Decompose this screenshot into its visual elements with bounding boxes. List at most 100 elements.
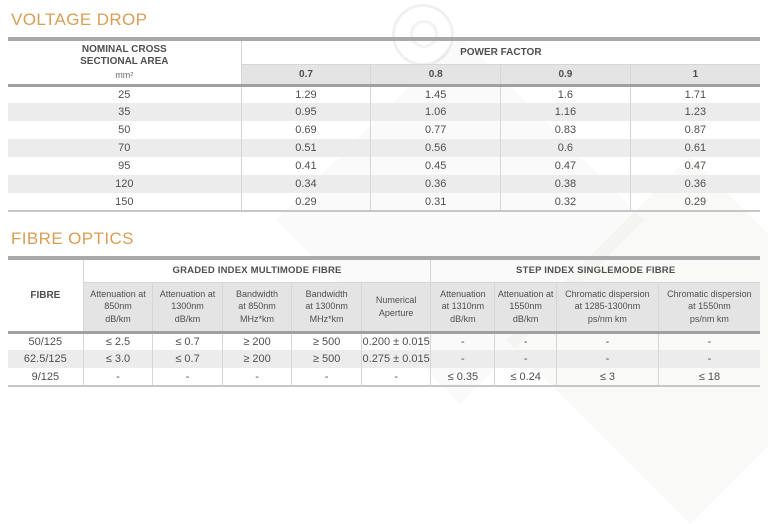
sub-header-line: dB/km: [105, 313, 131, 324]
table-row: 120 0.34 0.36 0.38 0.36: [8, 175, 760, 193]
sub-header-line: Attenuation at: [159, 288, 216, 299]
table-row: 9/125 - - - - - ≤ 0.35 ≤ 0.24 ≤ 3 ≤ 18: [8, 368, 760, 386]
sub-header-line: 850nm: [104, 301, 132, 312]
area-value: 95: [118, 160, 131, 172]
sub-header-line: dB/km: [174, 313, 201, 324]
sub-header-line: Attenuation at: [90, 288, 146, 299]
sub-header-line: Bandwidth: [305, 288, 348, 299]
sub-header-line: Attenuation: [440, 288, 486, 299]
voltage-value: 0.69: [240, 121, 371, 139]
sub-column-header: Bandwidth at 1300nm MHz*km: [291, 282, 362, 332]
fibre-value: -: [555, 350, 659, 368]
table-row: 25 1.29 1.45 1.6 1.71: [8, 83, 760, 103]
fibre-value: ≥ 500: [291, 350, 362, 368]
voltage-value: 0.36: [629, 175, 760, 193]
sub-header-line: Chromatic dispersion: [667, 288, 752, 299]
power-factor-group-header: POWER FACTOR: [240, 39, 760, 65]
sub-column-header: Numerical Aperture: [360, 282, 431, 332]
table-row: 35 0.95 1.06 1.16 1.23: [8, 103, 760, 121]
voltage-value: 1.45: [370, 83, 501, 103]
fibre-header-row-2: Attenuation at 850nm dB/km Attenuation a…: [8, 282, 760, 332]
voltage-value: 1.29: [240, 83, 371, 103]
voltage-value: 0.83: [500, 121, 631, 139]
sub-header-line: dB/km: [512, 313, 539, 324]
area-value: 120: [8, 175, 242, 193]
sub-header-line: at 850nm: [238, 301, 276, 312]
voltage-value: 0.34: [240, 175, 371, 193]
fibre-value: -: [430, 350, 495, 368]
voltage-value: 0.77: [370, 121, 501, 139]
sub-header-line: Numerical: [375, 294, 417, 305]
voltage-value: 0.95: [240, 103, 371, 121]
voltage-drop-table: NOMINAL CROSS SECTIONAL AREA mm² POWER F…: [8, 37, 760, 212]
voltage-value: 0.36: [370, 175, 501, 193]
fibre-type: 62.5/125: [8, 350, 84, 368]
voltage-value: 0.51: [240, 139, 371, 157]
area-column-header: NOMINAL CROSS SECTIONAL AREA mm²: [8, 39, 241, 85]
voltage-value: 0.6: [500, 139, 631, 157]
sub-header-line: at 1550nm: [688, 301, 731, 312]
sub-header-line: Chromatic dispersion: [565, 288, 650, 299]
voltage-value: 0.31: [370, 193, 501, 211]
voltage-value: 0.29: [629, 193, 760, 211]
table-row: 62.5/125 ≤ 3.0 ≤ 0.7 ≥ 200 ≥ 500 0.275 ±…: [8, 350, 760, 368]
fibre-optics-title: FIBRE OPTICS: [11, 229, 134, 248]
sub-header-line: Aperture: [378, 307, 414, 318]
area-header-line2: SECTIONAL AREA: [80, 56, 169, 68]
fibre-value: -: [82, 368, 153, 386]
fibre-value: -: [555, 330, 659, 350]
area-value: 50: [118, 124, 131, 136]
pf-column-header: 0.8: [370, 64, 501, 85]
singlemode-group-header: STEP INDEX SINGLEMODE FIBRE: [430, 258, 760, 283]
fibre-value: ≥ 200: [221, 330, 292, 350]
area-value: 70: [8, 139, 242, 157]
table-row: 50 0.69 0.77 0.83 0.87: [8, 121, 760, 139]
voltage-value: 0.47: [629, 157, 760, 175]
sub-header-line: Attenuation at: [497, 288, 554, 299]
sub-header-line: MHz*km: [240, 313, 275, 324]
voltage-value: 0.47: [500, 157, 631, 175]
voltage-header-row-2: 0.7 0.8 0.9 1: [8, 64, 760, 85]
fibre-value: 0.275 ± 0.015: [360, 350, 431, 368]
fibre-header-row-1: FIBRE GRADED INDEX MULTIMODE FIBRE STEP …: [8, 258, 760, 301]
sub-column-header: Attenuation at 1550nm dB/km: [494, 282, 557, 332]
voltage-value: 0.45: [370, 157, 501, 175]
area-value: 35: [8, 103, 242, 121]
sub-header-line: 1300nm: [171, 301, 204, 312]
fibre-value: ≤ 3: [555, 368, 659, 386]
fibre-type: 9/125: [31, 370, 60, 383]
sub-header-line: ps/nm km: [689, 313, 729, 324]
pf-column-header: 0.7: [240, 64, 371, 85]
voltage-value: 0.38: [500, 175, 631, 193]
table-row: 150 0.29 0.31 0.32 0.29: [8, 193, 760, 211]
fibre-value: -: [494, 330, 557, 350]
fibre-value: ≤ 0.7: [152, 350, 223, 368]
area-value: 150: [115, 195, 134, 208]
fibre-value: ≥ 500: [291, 330, 362, 350]
voltage-value: 0.32: [500, 193, 631, 211]
sub-column-header: Chromatic dispersion at 1550nm ps/nm km: [657, 282, 760, 332]
sub-header-line: at 1310nm: [441, 301, 485, 312]
fibre-value: -: [152, 368, 223, 386]
fibre-value: ≤ 3.0: [82, 350, 153, 368]
multimode-group-header: GRADED INDEX MULTIMODE FIBRE: [82, 258, 431, 283]
fibre-value: ≤ 0.7: [152, 330, 223, 350]
fibre-value: ≤ 0.24: [494, 368, 557, 386]
fibre-value: -: [360, 368, 431, 386]
sub-column-header: Chromatic dispersion at 1285-1300nm ps/n…: [555, 282, 659, 332]
voltage-header-row-1: NOMINAL CROSS SECTIONAL AREA mm² POWER F…: [8, 39, 760, 80]
fibre-value: -: [221, 368, 292, 386]
fibre-value: -: [430, 330, 495, 350]
voltage-value: 0.41: [240, 157, 371, 175]
fibre-value: ≤ 18: [657, 368, 760, 386]
fibre-value: 0.200 ± 0.015: [360, 330, 431, 350]
fibre-value: -: [291, 368, 362, 386]
fibre-value: -: [657, 330, 760, 350]
voltage-value: 1.71: [629, 83, 760, 103]
fibre-value: ≤ 2.5: [82, 330, 153, 350]
voltage-value: 0.61: [629, 139, 760, 157]
fibre-type: 50/125: [8, 330, 84, 350]
sub-column-header: Bandwidth at 850nm MHz*km: [221, 282, 292, 332]
sub-header-line: ps/nm km: [587, 313, 627, 324]
voltage-value: 1.16: [500, 103, 631, 121]
